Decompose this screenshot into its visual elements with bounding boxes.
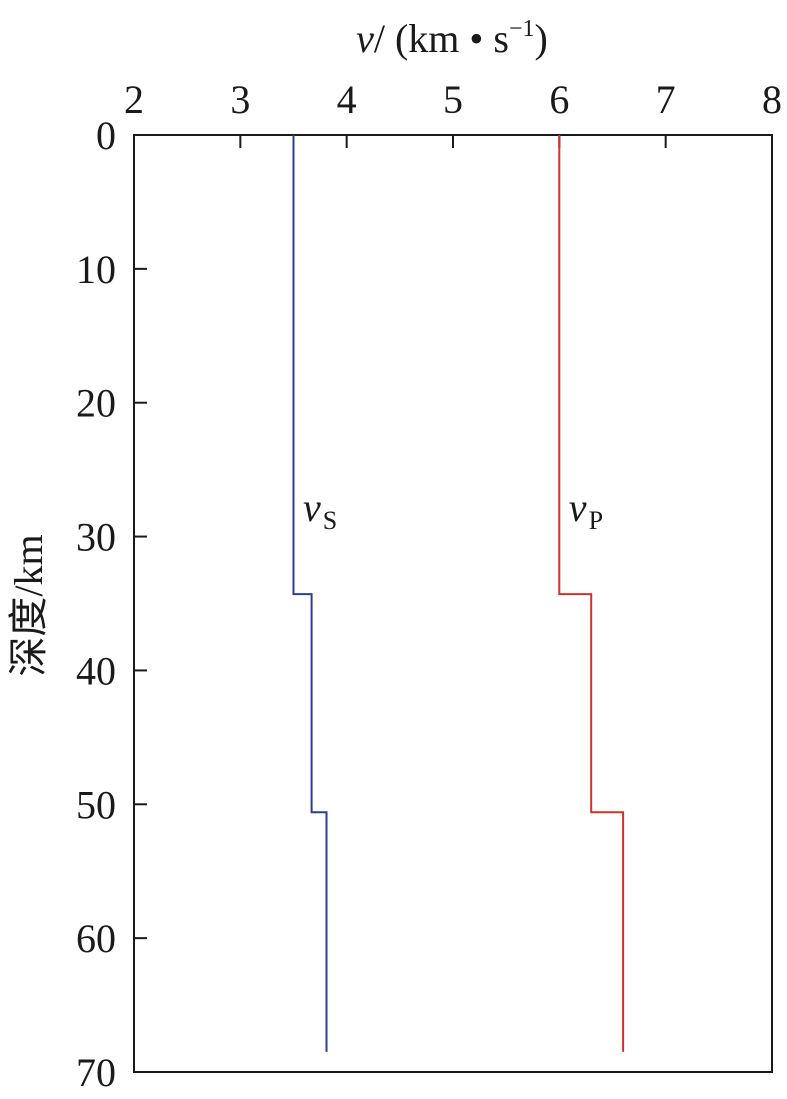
x-axis-title: v/ (km • s−1) — [356, 16, 548, 61]
x-axis-title-sup: −1 — [509, 16, 535, 42]
x-axis-title-close: ) — [535, 16, 548, 61]
x-axis-title-unit: / (km • s — [374, 16, 509, 61]
y-tick-label: 70 — [76, 1050, 116, 1095]
series-lines — [292, 135, 625, 1052]
x-tick-label: 8 — [762, 77, 782, 122]
x-tick-label: 7 — [656, 77, 676, 122]
series-label-sub: P — [589, 506, 603, 535]
y-axis-title: 深度/km — [6, 534, 51, 676]
series-label-var: v — [303, 485, 321, 530]
y-tick-label: 40 — [76, 648, 116, 693]
x-tick-label: 2 — [124, 77, 144, 122]
series-line-p — [558, 135, 625, 1052]
y-tick-label: 20 — [76, 381, 116, 426]
y-tick-label: 30 — [76, 515, 116, 560]
axis-ticks: 2 3 4 5 6 7 8 0 10 20 30 40 50 60 70 — [76, 77, 782, 1095]
y-tick-label: 0 — [96, 113, 116, 158]
x-tick-label: 3 — [230, 77, 250, 122]
y-tick-label: 10 — [76, 247, 116, 292]
series-labels: vS vP — [303, 485, 603, 535]
x-tick-label: 5 — [443, 77, 463, 122]
plot-border — [133, 134, 773, 1073]
series-label-sub: S — [323, 506, 337, 535]
series-label-var: v — [569, 485, 587, 530]
x-tick-label: 6 — [549, 77, 569, 122]
series-label-s: vS — [303, 485, 337, 535]
plot-frame — [133, 134, 773, 1073]
x-tick-label: 4 — [337, 77, 357, 122]
y-tick-label: 60 — [76, 916, 116, 961]
series-label-p: vP — [569, 485, 603, 535]
y-tick-label: 50 — [76, 782, 116, 827]
series-line-s — [292, 135, 328, 1052]
x-axis-title-var: v — [356, 16, 374, 61]
